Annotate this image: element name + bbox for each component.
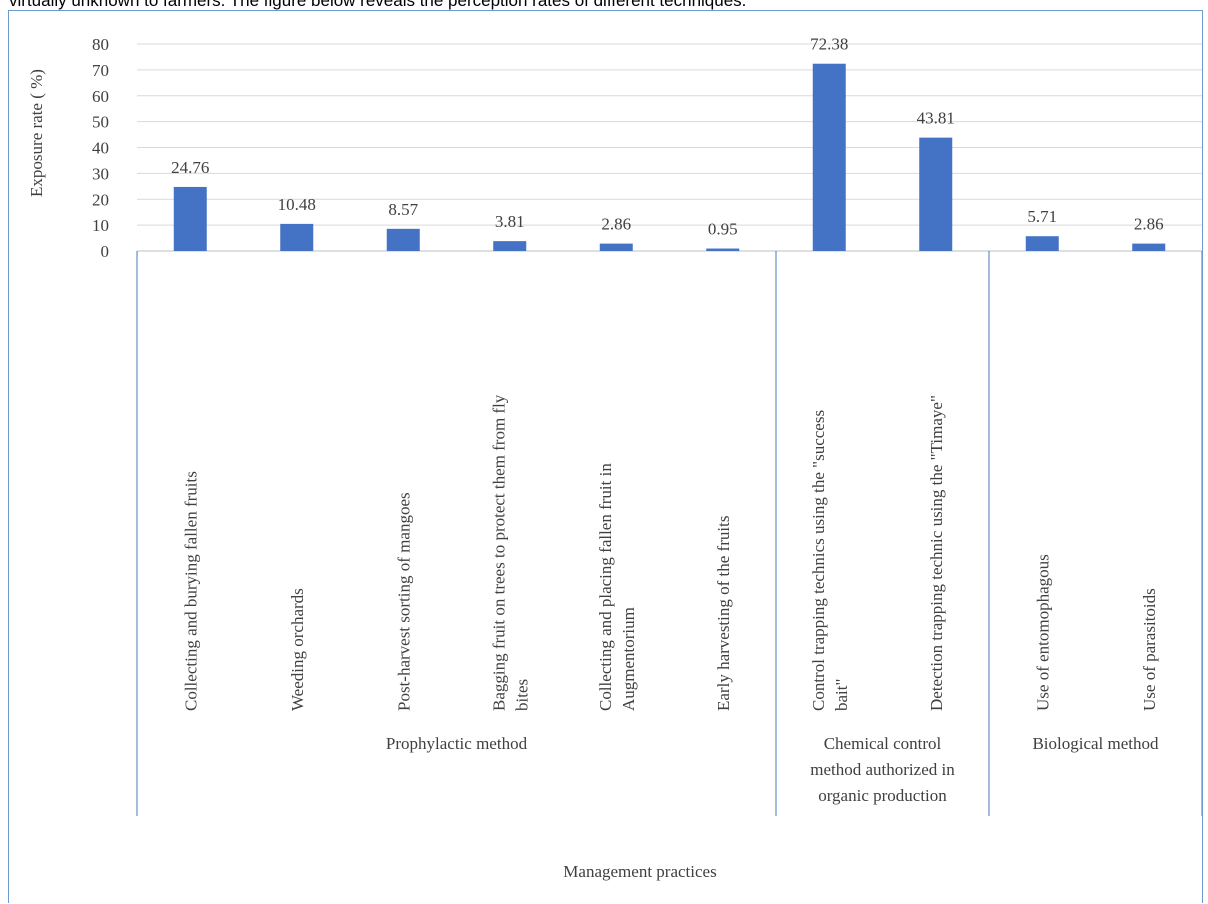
category-label: Use of entomophagous xyxy=(1033,554,1052,711)
data-label: 2.86 xyxy=(1134,215,1164,234)
bar xyxy=(706,248,740,251)
bar xyxy=(812,63,846,251)
gridlines xyxy=(137,43,1202,252)
data-label: 2.86 xyxy=(601,215,631,234)
bar xyxy=(280,223,314,251)
y-tick-label: 20 xyxy=(92,190,109,209)
category-label-line: Post-harvest sorting of mangoes xyxy=(394,492,413,711)
category-label: Detection trapping technic using the "Ti… xyxy=(927,395,946,711)
category-label-line: Weeding orchards xyxy=(288,588,307,711)
bar xyxy=(1025,236,1059,251)
category-label: Collecting and placing fallen fruit in Au… xyxy=(596,463,638,711)
data-labels: 24.76 10.48 8.57 3.81 2.86 0.95 72.38 43.81 5.71… xyxy=(171,35,1164,239)
data-label: 43.81 xyxy=(917,109,955,128)
bar xyxy=(919,137,953,251)
x-axis-title: Management practices xyxy=(563,862,716,881)
category-label-line: bait" xyxy=(832,679,851,711)
group-label-line: Biological method xyxy=(1032,734,1159,753)
y-tick-label: 30 xyxy=(92,164,109,183)
category-label: Control trapping technics using the "suc… xyxy=(809,410,851,711)
y-axis-title: Exposure rate ( %) xyxy=(27,69,46,197)
group-label: Chemical control method authorized in orga… xyxy=(810,734,955,805)
y-tick-label: 80 xyxy=(92,35,109,54)
category-label: Bagging fruit on trees to protect them f… xyxy=(489,394,531,711)
chart-frame: 0 10 20 30 40 50 60 70 80 24.76 10.48 8.57 3.81 2.86… xyxy=(8,10,1203,903)
category-label-line: Use of entomophagous xyxy=(1033,554,1052,711)
category-label-line: bites xyxy=(512,679,531,711)
category-label-line: Augmentorium xyxy=(619,607,638,711)
category-label-line: Collecting and placing fallen fruit in xyxy=(596,463,615,711)
y-tick-label: 70 xyxy=(92,61,109,80)
category-label: Early harvesting of the fruits xyxy=(714,516,733,711)
data-label: 5.71 xyxy=(1027,207,1057,226)
y-tick-label: 60 xyxy=(92,87,109,106)
data-label: 10.48 xyxy=(278,195,316,214)
data-label: 72.38 xyxy=(810,35,848,54)
bar xyxy=(173,186,207,251)
bar xyxy=(1132,243,1166,251)
y-tick-label: 0 xyxy=(101,242,110,261)
category-label-line: Use of parasitoids xyxy=(1140,588,1159,711)
data-label: 24.76 xyxy=(171,158,209,177)
group-label: Prophylactic method xyxy=(386,734,528,753)
category-label-line: Early harvesting of the fruits xyxy=(714,516,733,711)
bar xyxy=(599,243,633,251)
y-axis-ticks: 0 10 20 30 40 50 60 70 80 xyxy=(92,35,109,261)
group-labels: Prophylactic method Chemical control metho… xyxy=(136,251,1202,816)
y-tick-label: 50 xyxy=(92,113,109,132)
category-label: Post-harvest sorting of mangoes xyxy=(394,492,413,711)
category-label-line: Bagging fruit on trees to protect them f… xyxy=(489,394,508,711)
bar-chart: 0 10 20 30 40 50 60 70 80 24.76 10.48 8.57 3.81 2.86… xyxy=(27,35,1202,881)
category-label: Collecting and burying fallen fruits xyxy=(181,471,200,711)
y-tick-label: 40 xyxy=(92,139,109,158)
group-label: Biological method xyxy=(1032,734,1159,753)
group-label-line: Prophylactic method xyxy=(386,734,528,753)
data-label: 3.81 xyxy=(495,212,525,231)
group-label-line: organic production xyxy=(818,786,947,805)
bar xyxy=(493,241,527,251)
bars xyxy=(173,63,1166,251)
data-label: 8.57 xyxy=(388,200,418,219)
bar xyxy=(386,228,420,251)
intro-text: virtually unknown to farmers. The figure… xyxy=(9,0,747,10)
data-label: 0.95 xyxy=(708,220,738,239)
group-label-line: Chemical control xyxy=(824,734,942,753)
category-label: Use of parasitoids xyxy=(1140,588,1159,711)
y-tick-label: 10 xyxy=(92,216,109,235)
category-label-line: Control trapping technics using the "suc… xyxy=(809,410,828,711)
category-label-line: Detection trapping technic using the "Ti… xyxy=(927,395,946,711)
category-label-line: Collecting and burying fallen fruits xyxy=(181,471,200,711)
group-label-line: method authorized in xyxy=(810,760,955,779)
category-labels: Collecting and burying fallen fruits Weed… xyxy=(181,394,1159,711)
category-label: Weeding orchards xyxy=(288,588,307,711)
